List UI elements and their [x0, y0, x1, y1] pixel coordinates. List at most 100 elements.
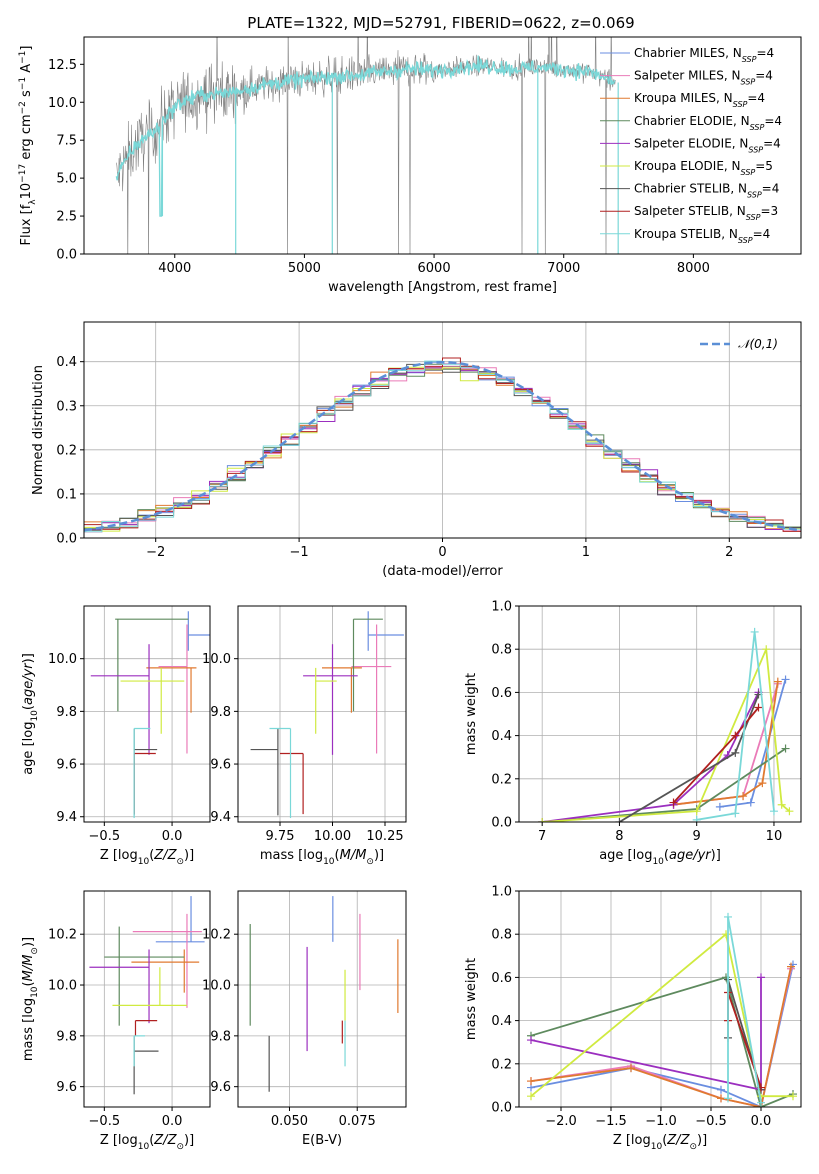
y-tick-label: 0.6 [491, 971, 512, 986]
axes: −2 −1 0 1 2 0.0 0.1 0.2 0.3 0.4 (data-model)/error… [31, 321, 802, 579]
y-tick-label: 7.5 [56, 134, 77, 149]
gridlines [84, 606, 210, 822]
errorbar-point [112, 967, 187, 1006]
errorbar-point [352, 618, 383, 712]
weight-marker [715, 802, 724, 811]
weight-marker [785, 807, 794, 816]
gridlines [84, 891, 210, 1107]
y-tick-label: 9.4 [210, 810, 231, 825]
weight-marker [627, 1064, 635, 1073]
y-axis-label: mass [log10(M/M⊙)] [21, 937, 40, 1061]
legend-label: Chabrier ELODIE, NSSP=4 [634, 114, 782, 132]
x-tick-label: −2.0 [545, 1114, 577, 1129]
axes-frame [518, 605, 802, 823]
legend-label: Kroupa ELODIE, NSSP=5 [634, 159, 773, 177]
weight-marker [731, 748, 740, 757]
y-tick-label: 0.8 [491, 928, 512, 943]
y-tick-label: 9.8 [56, 705, 77, 720]
legend-label: Kroupa STELIB, NSSP=4 [634, 227, 770, 245]
weight-marker [746, 798, 755, 807]
y-axis-label: Normed distribution [31, 365, 46, 495]
x-axis-label: mass [log10(M/M⊙)] [260, 848, 384, 867]
errorbar-point [146, 667, 197, 713]
y-tick-label: 0.6 [491, 686, 512, 701]
x-axis-label: Z [log10(Z/Z⊙)] [100, 1133, 194, 1152]
x-tick-label: 6000 [418, 261, 451, 276]
axes-frame [518, 890, 802, 1108]
weight-marker [724, 1094, 732, 1103]
gridlines [238, 606, 406, 822]
weight-marker [769, 807, 778, 816]
x-tick-label: 0.0 [162, 1114, 183, 1129]
legend-label: Kroupa MILES, NSSP=4 [634, 91, 765, 109]
axes: 9.75 10.00 10.25 9.4 9.6 9.8 10.0 mass [log10(M… [202, 605, 407, 867]
y-tick-label: 10.0 [202, 979, 231, 994]
x-tick-label: −1 [290, 545, 309, 560]
y-tick-label: 2.5 [56, 210, 77, 225]
y-axis-label: Flux [fλ10−17 erg cm−2 s−1 A−1] [18, 46, 38, 246]
panel-mass_vs_Z: −0.5 0.0 9.6 9.8 10.0 10.2 Z [log10(Z/Z⊙)] mass… [21, 890, 211, 1152]
y-tick-label: 0.4 [56, 355, 77, 370]
y-tick-label: 9.6 [56, 1080, 77, 1095]
y-tick-label: 9.8 [56, 1029, 77, 1044]
plot-area [115, 37, 619, 254]
weight-marker [754, 703, 763, 712]
normal-legend-label: 𝒩(0,1) [738, 337, 778, 351]
errorbar-point [303, 644, 358, 755]
weight-marker [758, 779, 767, 788]
y-tick-label: 0.8 [491, 643, 512, 658]
plot-area [89, 896, 205, 1095]
y-tick-label: 0.2 [491, 1057, 512, 1072]
spectrum-legend: Chabrier MILES, NSSP=4 Salpeter MILES, NS… [600, 46, 782, 244]
y-tick-label: 0.0 [56, 248, 77, 263]
errorbar-point [133, 727, 151, 819]
x-axis-label: Z [log10(Z/Z⊙)] [613, 1133, 707, 1152]
panel-mass_vs_ebv: 0.050 0.075 9.6 9.8 10.0 10.2 E(B-V) [202, 890, 407, 1148]
plot-area [84, 357, 801, 533]
axes: −0.5 0.0 9.4 9.6 9.8 10.0 Z [log10(Z/Z⊙)] age [… [21, 605, 211, 867]
y-axis-label: mass weight [464, 673, 479, 755]
weight-marker [527, 1092, 535, 1101]
errorbar-point [187, 611, 210, 651]
spectrum-model-line [115, 55, 616, 217]
errorbar-point [367, 611, 404, 651]
weight-marker [724, 912, 732, 921]
y-tick-label: 0.0 [491, 1101, 512, 1116]
y-tick-label: 9.6 [210, 1080, 231, 1095]
y-tick-label: 1.0 [491, 885, 512, 900]
weight-marker [787, 962, 795, 971]
weight-marker [773, 677, 782, 686]
x-axis-label: Z [log10(Z/Z⊙)] [100, 848, 194, 867]
y-tick-label: 10.0 [48, 652, 77, 667]
errorbar-point [104, 926, 185, 1026]
y-tick-label: 1.0 [491, 600, 512, 615]
y-tick-label: 0.0 [56, 532, 77, 547]
axes: 0.050 0.075 9.6 9.8 10.0 10.2 E(B-V) [202, 890, 407, 1148]
panel-weight_vs_Z: −2.0 −1.5 −1.0 −0.5 0.0 0.0 0.2 0.4 0.6 0.8 1.0 Z [… [464, 885, 802, 1152]
plot-area [90, 611, 210, 819]
weight-marker [527, 1077, 535, 1086]
axes: −2.0 −1.5 −1.0 −0.5 0.0 0.0 0.2 0.4 0.6 0.8 1.0 Z [… [464, 885, 802, 1152]
y-tick-label: 10.0 [48, 96, 77, 111]
errorbar-point [158, 624, 188, 754]
legend-label: Salpeter STELIB, NSSP=3 [634, 204, 778, 222]
weight-line [530, 976, 794, 1107]
x-tick-label: 0.050 [271, 1114, 308, 1129]
weight-marker [789, 1092, 797, 1101]
axes-frame [83, 605, 211, 823]
plot-area [527, 912, 797, 1107]
x-tick-label: 7 [538, 829, 546, 844]
panel-age_vs_Z: −0.5 0.0 9.4 9.6 9.8 10.0 Z [log10(Z/Z⊙)] age [… [21, 605, 211, 867]
y-tick-label: 0.2 [56, 443, 77, 458]
x-tick-label: 5000 [288, 261, 321, 276]
x-tick-label: 1 [582, 545, 590, 560]
errorbar-point [89, 949, 150, 1024]
weight-marker [731, 809, 740, 818]
y-tick-label: 10.0 [48, 979, 77, 994]
legend-label: Salpeter ELODIE, NSSP=4 [634, 136, 781, 154]
x-tick-label: 8 [615, 829, 623, 844]
errorbar-point [133, 1035, 145, 1067]
axes-frame [237, 605, 407, 823]
y-tick-label: 0.3 [56, 399, 77, 414]
